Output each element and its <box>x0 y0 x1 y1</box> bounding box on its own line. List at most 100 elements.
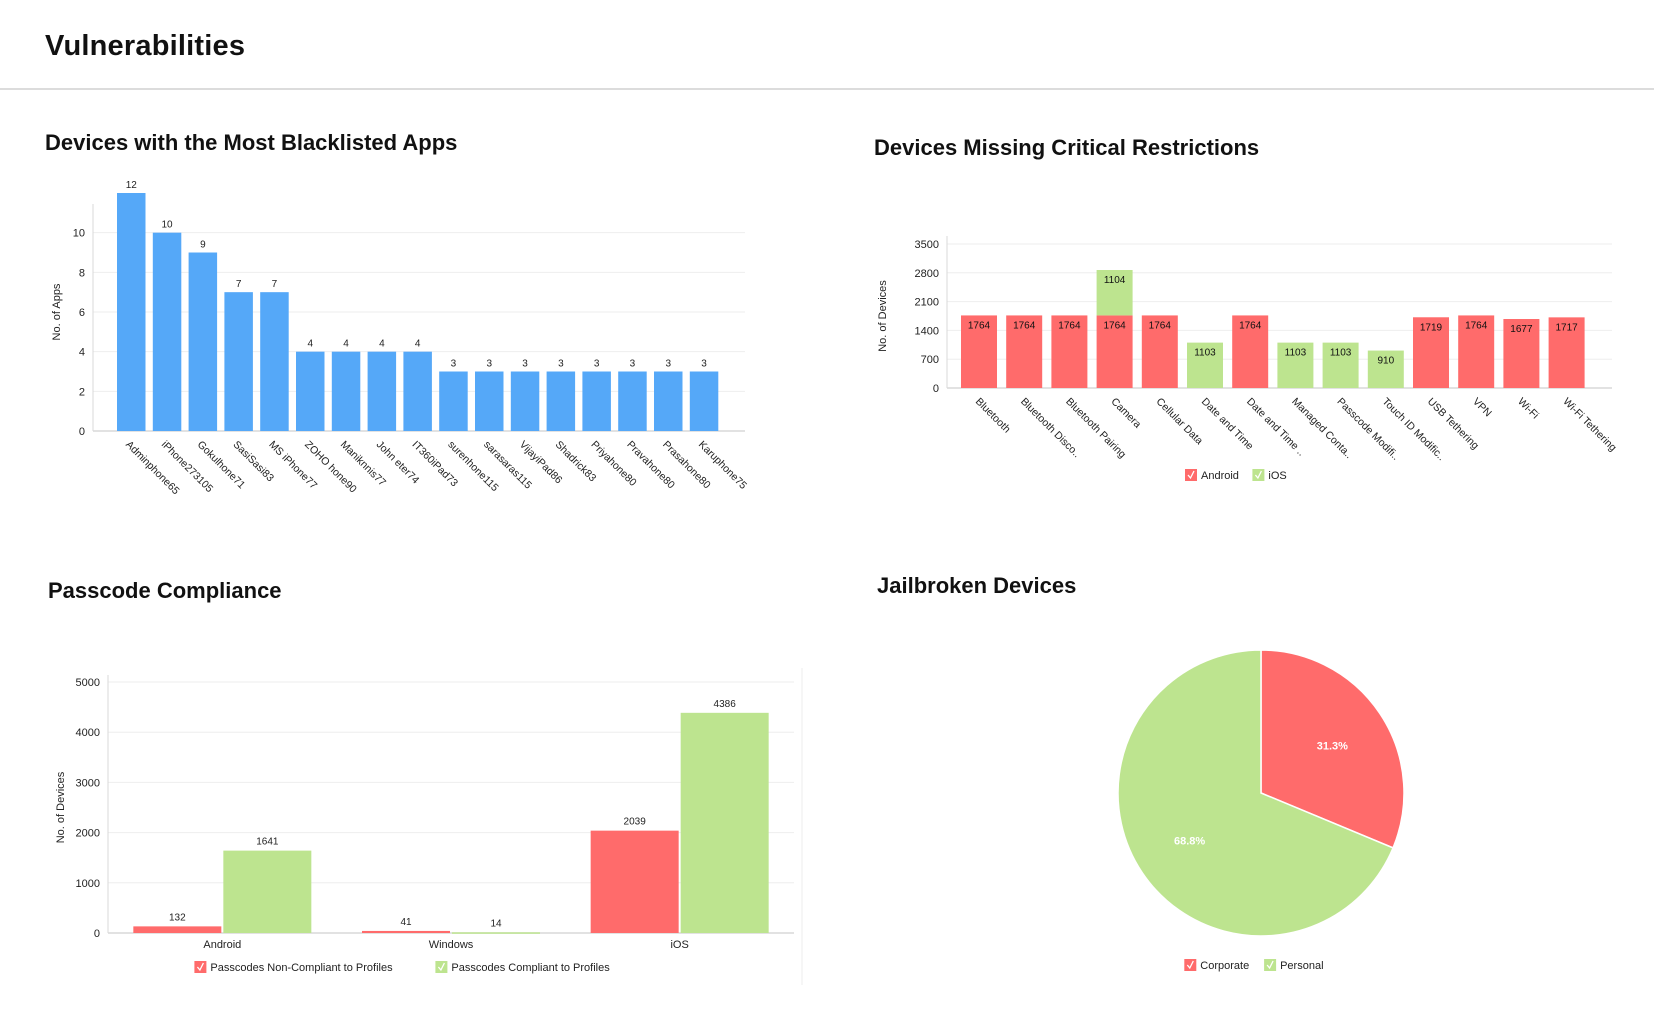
bar <box>331 351 361 431</box>
bar <box>475 371 504 431</box>
x-tick-label: Android <box>203 939 241 951</box>
bar-segment-android <box>1458 315 1495 388</box>
legend-item-ios[interactable]: iOS <box>1252 469 1287 482</box>
bar-value-label: 1104 <box>1104 275 1126 286</box>
legend-label: iOS <box>1268 470 1286 482</box>
bar-value-label: 3 <box>522 359 528 370</box>
legend-swatch <box>1185 469 1197 481</box>
bar-segment-ios <box>1277 342 1314 388</box>
legend-item-android[interactable]: Android <box>1185 469 1239 482</box>
bar <box>689 371 719 431</box>
y-tick-label: 2 <box>79 386 85 398</box>
legend-item-passcodes-non-compliant-to-profiles[interactable]: Passcodes Non-Compliant to Profiles <box>194 961 393 974</box>
bar-value-label: 2039 <box>624 817 647 828</box>
bar-value-label: 1764 <box>1103 320 1126 331</box>
page-title: Vulnerabilities <box>45 30 246 62</box>
legend-label: Personal <box>1280 960 1323 972</box>
bar-value-label: 1677 <box>1510 324 1533 335</box>
bar-value-label: 10 <box>161 220 173 231</box>
bar-value-label: 1764 <box>1058 320 1081 331</box>
y-tick-label: 2800 <box>915 268 939 280</box>
y-tick-label: 0 <box>79 426 85 438</box>
bar-value-label: 1764 <box>1013 320 1036 331</box>
bar-segment-ios <box>1322 342 1359 388</box>
bar <box>654 371 683 431</box>
y-tick-label: 5000 <box>76 677 100 689</box>
bar-segment-android <box>961 315 997 388</box>
checkmark-icon <box>196 962 204 972</box>
y-tick-label: 3500 <box>915 239 939 251</box>
x-tick-label: Wi-Fi Tethering <box>1560 396 1618 454</box>
bar-value-label: 1764 <box>968 320 991 331</box>
bar-value-label: 4 <box>343 339 349 350</box>
bar-value-label: 3 <box>486 359 492 370</box>
bar-value-label: 3 <box>558 359 564 370</box>
bar-non-compliant <box>362 930 450 933</box>
page-header: Vulnerabilities <box>0 0 1654 90</box>
bar-value-label: 7 <box>272 279 278 290</box>
bar-segment-android <box>1051 315 1088 388</box>
passcode-compliance-chart: 0 1000 2000 3000 4000 5000 No. of Devices 132 16… <box>55 668 803 985</box>
y-tick-label: 0 <box>933 383 939 395</box>
legend-item-personal[interactable]: Personal <box>1264 959 1324 972</box>
y-tick-label: 1400 <box>915 325 939 337</box>
bar-segment-android <box>1503 319 1540 388</box>
pie-slice-label: 68.8% <box>1174 836 1205 848</box>
bar-value-label: 7 <box>236 279 242 290</box>
bar-value-label: 12 <box>126 180 138 191</box>
checkmark-icon <box>1266 960 1274 970</box>
y-axis-title: No. of Devices <box>55 771 67 843</box>
bar-value-label: 3 <box>630 359 636 370</box>
x-tick-label: Windows <box>429 939 474 951</box>
legend-swatch <box>194 961 207 973</box>
bar-value-label: 14 <box>490 918 502 929</box>
bar <box>367 351 397 431</box>
x-tick-label: Wi-Fi <box>1515 396 1541 422</box>
bar <box>582 371 611 431</box>
bar-value-label: 4 <box>415 339 421 350</box>
x-tick-label: iOS <box>670 939 688 951</box>
y-axis-title: No. of Apps <box>51 283 63 340</box>
bar-value-label: 3 <box>451 359 457 370</box>
legend-swatch <box>1252 469 1265 481</box>
checkmark-icon <box>437 962 445 972</box>
bar-value-label: 3 <box>665 359 671 370</box>
y-tick-label: 0 <box>94 928 100 940</box>
legend-label: Corporate <box>1200 960 1249 972</box>
bar-value-label: 1103 <box>1285 348 1307 359</box>
legend-item-corporate[interactable]: Corporate <box>1184 959 1249 972</box>
legend-swatch <box>1184 959 1197 971</box>
legend-label: Passcodes Non-Compliant to Profiles <box>210 962 393 974</box>
bar-segment-ios <box>1367 350 1404 388</box>
bar <box>296 351 325 431</box>
bar-segment-android <box>1232 315 1269 388</box>
y-tick-label: 2100 <box>915 297 939 309</box>
bar-value-label: 3 <box>594 359 600 370</box>
y-axis-title: No. of Devices <box>877 280 889 352</box>
bar-value-label: 1719 <box>1420 322 1443 333</box>
checkmark-icon <box>1186 960 1194 970</box>
bar-value-label: 910 <box>1377 356 1394 367</box>
legend-item-passcodes-compliant-to-profiles[interactable]: Passcodes Compliant to Profiles <box>435 961 610 974</box>
checkmark-icon <box>1254 470 1262 480</box>
y-tick-label: 10 <box>73 228 85 240</box>
bar-compliant <box>680 712 769 933</box>
bar-value-label: 1764 <box>1149 320 1172 331</box>
bar-value-label: 4 <box>307 339 313 350</box>
y-tick-label: 3000 <box>76 777 100 789</box>
bar-segment-android <box>1096 315 1133 388</box>
legend-label: Passcodes Compliant to Profiles <box>451 962 610 974</box>
legend-swatch <box>1264 959 1277 971</box>
jailbroken-devices-chart: 31.3% 68.8% Corporate Personal <box>1117 649 1405 972</box>
bar <box>117 193 146 431</box>
y-tick-label: 700 <box>921 354 939 366</box>
bar <box>152 232 182 431</box>
bar-compliant <box>452 932 540 934</box>
bar <box>403 351 432 431</box>
bar-segment-android <box>1413 317 1449 388</box>
y-tick-label: 4000 <box>76 727 100 739</box>
bar-value-label: 1764 <box>1239 320 1262 331</box>
bar-value-label: 41 <box>400 917 412 928</box>
legend-label: Android <box>1201 470 1239 482</box>
